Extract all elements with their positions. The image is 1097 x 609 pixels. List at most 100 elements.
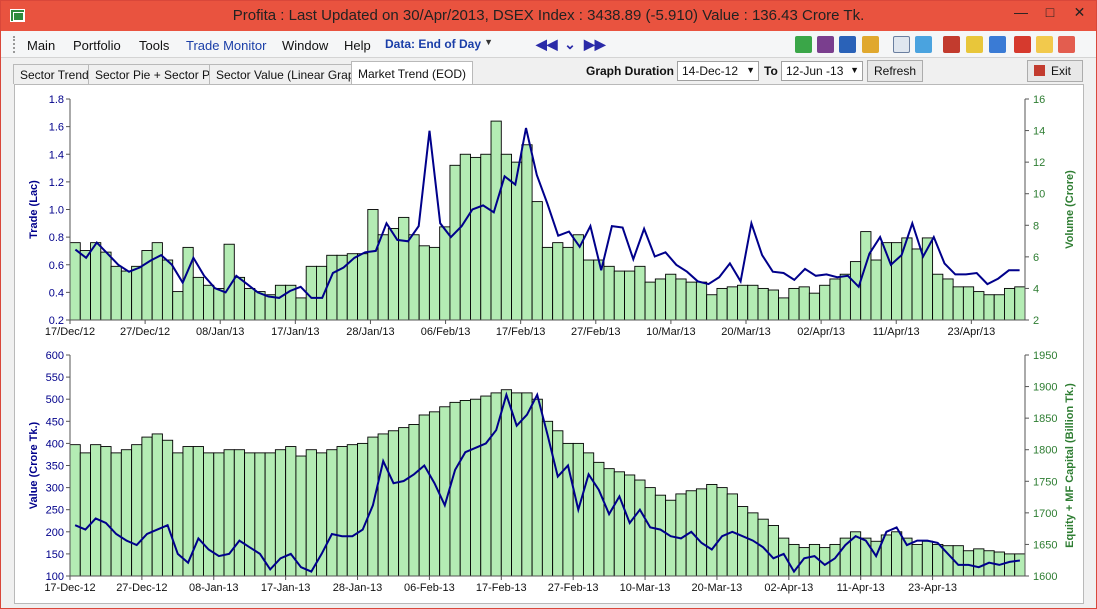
x-tick-label: 27/Feb/13 [571,326,621,338]
bar [192,276,204,321]
y-axis-title: Trade (Lac) [28,180,40,239]
close-button[interactable]: ✕ [1073,4,1086,20]
bar [932,273,944,321]
bar [531,398,543,577]
m-icon[interactable] [1014,36,1031,53]
tab-sector-pie[interactable]: Sector Pie + Sector PE [88,64,226,84]
previous-icon[interactable]: ◀◀ [536,36,558,52]
bar [490,120,502,321]
bar [973,291,985,321]
bar [747,284,759,321]
bar [367,209,379,321]
minimize-button[interactable]: — [1014,4,1028,20]
bar [613,471,625,577]
bar [398,427,410,577]
menu-trade-monitor[interactable]: Trade Monitor [186,38,267,53]
y2-tick-label: 1800 [1033,445,1057,457]
data-type-select[interactable]: Data: End of Day ▼ [381,34,497,55]
bar [90,444,102,577]
bar [757,287,769,321]
x-tick-label: 27/Dec/12 [120,326,170,338]
chart-panel-2: 100 150 200 250 300 350 400 450 500 550 600 1600 165… [28,350,1076,594]
bar [737,284,749,321]
y-tick-label: 350 [46,461,64,473]
y2-tick-label: 16 [1033,94,1045,106]
download-icon[interactable] [795,36,812,53]
bar [110,452,122,577]
bar [531,201,543,321]
bar [408,234,420,321]
bar [808,292,821,321]
from-date-picker[interactable]: 14-Dec-12 ▼ [677,61,759,81]
exit-button[interactable]: Exit [1027,60,1083,82]
x-tick-label: 10-Mar-13 [620,582,671,594]
warning-icon[interactable] [966,36,983,53]
to-date-picker[interactable]: 12-Jun -13 ▼ [781,61,863,81]
y-tick-label: 0.6 [49,260,64,272]
menu-tools[interactable]: Tools [139,38,170,53]
note-icon[interactable] [1036,36,1053,53]
bar [1004,287,1016,321]
x-tick-label: 02-Apr-13 [764,582,813,594]
refresh-button[interactable]: Refresh [867,60,923,82]
bar [79,452,91,577]
bar [582,259,595,321]
bar [798,286,810,321]
bar [120,270,133,321]
bar [161,439,174,577]
refresh-icon[interactable] [915,36,932,53]
tab-sector-value[interactable]: Sector Value (Linear Graph) [209,64,373,84]
bar [541,246,554,321]
y2-tick-label: 1750 [1033,476,1057,488]
bar [244,287,256,321]
bar [346,444,358,577]
menu-main[interactable]: Main [27,38,56,53]
x-tick-label: 08/Jan/13 [196,326,244,338]
print-icon[interactable] [1058,36,1075,53]
hand-icon[interactable] [862,36,879,53]
bar [521,144,533,321]
menu-window[interactable]: Window [282,38,329,53]
bar [470,156,482,321]
y2-tick-label: 12 [1033,157,1045,169]
x-tick-label: 17-Feb-13 [476,582,527,594]
menu-bar: Main Portfolio Tools Trade Monitor Windo… [1,31,1096,58]
edit-icon[interactable] [893,36,910,53]
bar [695,281,708,321]
x-tick-label: 17/Jan/13 [271,326,319,338]
calculator-icon[interactable] [989,36,1006,53]
bar [562,246,574,321]
x-tick-label: 17/Feb/13 [496,326,546,338]
y2-tick-label: 1600 [1033,571,1057,583]
x-tick-label: 28/Jan/13 [346,326,394,338]
menu-portfolio[interactable]: Portfolio [73,38,121,53]
y-tick-label: 1.2 [49,177,64,189]
y2-tick-label: 1950 [1033,350,1057,362]
tab-market-trend[interactable]: Market Trend (EOD) [351,61,474,84]
bar [562,442,574,577]
report-icon[interactable] [943,36,960,53]
y2-tick-label: 4 [1033,283,1039,295]
book-icon[interactable] [839,36,856,53]
y-tick-label: 250 [46,505,64,517]
x-tick-label: 17/Dec/12 [45,326,95,338]
bar [357,253,369,321]
tab-sector-trend[interactable]: Sector Trend [13,64,96,84]
menu-help[interactable]: Help [344,38,371,53]
bar [849,261,862,321]
x-tick-label: 06/Feb/13 [421,326,471,338]
bar [552,242,564,321]
bar-chart-icon[interactable] [817,36,834,53]
y2-tick-label: 1850 [1033,413,1057,425]
bar [706,294,718,321]
next-icon[interactable]: ▶▶ [584,36,606,52]
maximize-button[interactable]: □ [1045,4,1055,20]
bar [336,446,348,577]
bar [264,294,276,321]
bar [911,543,923,577]
bar [962,286,975,321]
bar [203,284,215,321]
chevron-down-icon[interactable]: ⌄ [564,36,576,52]
y-tick-label: 500 [46,394,64,406]
